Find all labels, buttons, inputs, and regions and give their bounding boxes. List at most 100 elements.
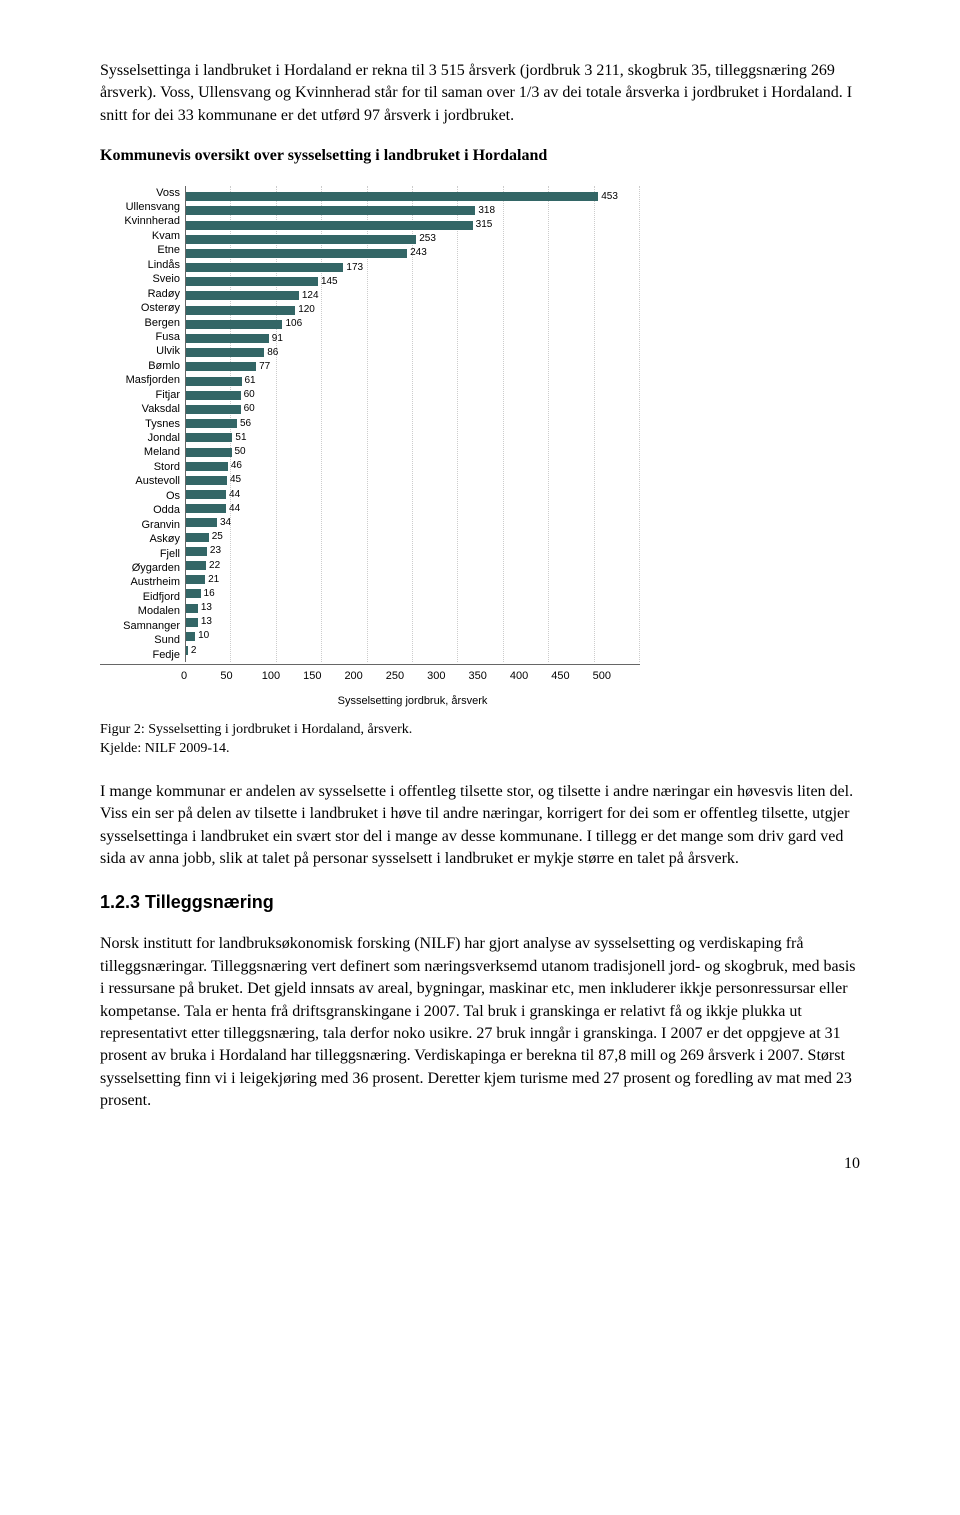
bar-value-label: 315 <box>476 218 493 232</box>
bar-value-label: 243 <box>410 246 427 260</box>
bar <box>186 249 407 258</box>
x-axis-tick: 450 <box>551 669 592 684</box>
bar-row: 2 <box>186 644 640 658</box>
bar-value-label: 45 <box>230 473 241 487</box>
y-axis-label: Austrheim <box>100 575 185 589</box>
bar <box>186 306 295 315</box>
bar-row: 21 <box>186 573 640 587</box>
bar-value-label: 34 <box>220 516 231 530</box>
bar-row: 91 <box>186 331 640 345</box>
bar-row: 77 <box>186 360 640 374</box>
bar <box>186 291 299 300</box>
bar-value-label: 16 <box>204 587 215 601</box>
y-axis-label: Eidfjord <box>100 590 185 604</box>
x-axis-tick: 200 <box>344 669 385 684</box>
bar-row: 243 <box>186 246 640 260</box>
bar <box>186 504 226 513</box>
bar <box>186 618 198 627</box>
employment-chart: VossUllensvangKvinnheradKvamEtneLindåsSv… <box>100 186 640 710</box>
bar-value-label: 318 <box>478 204 495 218</box>
bar-value-label: 23 <box>210 544 221 558</box>
bar-value-label: 60 <box>244 402 255 416</box>
bar-row: 22 <box>186 558 640 572</box>
bar-row: 124 <box>186 289 640 303</box>
y-axis-label: Ulvik <box>100 344 185 358</box>
bar <box>186 589 201 598</box>
bar <box>186 235 416 244</box>
x-axis-tick: 300 <box>427 669 468 684</box>
y-axis-label: Austevoll <box>100 474 185 488</box>
bar-row: 61 <box>186 374 640 388</box>
x-axis-tick: 150 <box>303 669 344 684</box>
bar-value-label: 91 <box>272 332 283 346</box>
bar-row: 173 <box>186 261 640 275</box>
bar-value-label: 77 <box>259 360 270 374</box>
bar-value-label: 56 <box>240 417 251 431</box>
caption-line-1: Figur 2: Sysselsetting i jordbruket i Ho… <box>100 720 860 740</box>
bar <box>186 206 475 215</box>
y-axis-label: Kvinnherad <box>100 214 185 228</box>
bar <box>186 419 237 428</box>
body-paragraph-2: Norsk institutt for landbruksøkonomisk f… <box>100 933 860 1112</box>
bar-row: 46 <box>186 459 640 473</box>
bar <box>186 462 228 471</box>
bar <box>186 533 209 542</box>
y-axis-label: Fjell <box>100 547 185 561</box>
x-axis-tick: 350 <box>469 669 510 684</box>
bar <box>186 604 198 613</box>
y-axis-label: Stord <box>100 460 185 474</box>
body-paragraph-1: I mange kommunar er andelen av sysselset… <box>100 781 860 871</box>
bar-row: 44 <box>186 502 640 516</box>
bar-row: 106 <box>186 317 640 331</box>
bar <box>186 277 318 286</box>
bar-value-label: 124 <box>302 289 319 303</box>
bar-value-label: 51 <box>235 431 246 445</box>
bar-row: 253 <box>186 232 640 246</box>
x-axis-tick: 500 <box>593 669 634 684</box>
y-axis-label: Lindås <box>100 258 185 272</box>
bar <box>186 391 241 400</box>
x-axis-tick: 0 <box>181 669 222 684</box>
y-axis-label: Askøy <box>100 532 185 546</box>
y-axis-label: Modalen <box>100 604 185 618</box>
x-axis-tick: 100 <box>262 669 303 684</box>
bar <box>186 490 226 499</box>
x-axis-tick: 250 <box>386 669 427 684</box>
bar-row: 120 <box>186 303 640 317</box>
bar-row: 13 <box>186 615 640 629</box>
bar <box>186 348 264 357</box>
bar <box>186 646 188 655</box>
bar-value-label: 10 <box>198 629 209 643</box>
bar-value-label: 22 <box>209 559 220 573</box>
bar-value-label: 253 <box>419 232 436 246</box>
y-axis-label: Fusa <box>100 330 185 344</box>
y-axis-label: Vaksdal <box>100 402 185 416</box>
bar-value-label: 86 <box>267 346 278 360</box>
bar-row: 16 <box>186 587 640 601</box>
y-axis-label: Voss <box>100 186 185 200</box>
bar <box>186 405 241 414</box>
x-axis-tick: 50 <box>220 669 261 684</box>
chart-heading: Kommunevis oversikt over sysselsetting i… <box>100 145 860 167</box>
y-axis-label: Osterøy <box>100 301 185 315</box>
bar-row: 25 <box>186 530 640 544</box>
y-axis-label: Kvam <box>100 229 185 243</box>
y-axis-label: Fitjar <box>100 388 185 402</box>
bar <box>186 433 232 442</box>
bar-value-label: 2 <box>191 644 197 658</box>
bar-row: 318 <box>186 204 640 218</box>
figure-caption: Figur 2: Sysselsetting i jordbruket i Ho… <box>100 720 860 759</box>
bar-row: 51 <box>186 431 640 445</box>
caption-line-2: Kjelde: NILF 2009-14. <box>100 739 860 759</box>
y-axis-label: Odda <box>100 503 185 517</box>
y-axis-label: Tysnes <box>100 417 185 431</box>
bar <box>186 518 217 527</box>
bar <box>186 263 343 272</box>
bar-row: 60 <box>186 388 640 402</box>
bar-row: 145 <box>186 275 640 289</box>
bar-value-label: 145 <box>321 275 338 289</box>
bar-value-label: 13 <box>201 601 212 615</box>
bar-row: 60 <box>186 402 640 416</box>
y-axis-label: Bømlo <box>100 359 185 373</box>
y-axis-label: Meland <box>100 445 185 459</box>
